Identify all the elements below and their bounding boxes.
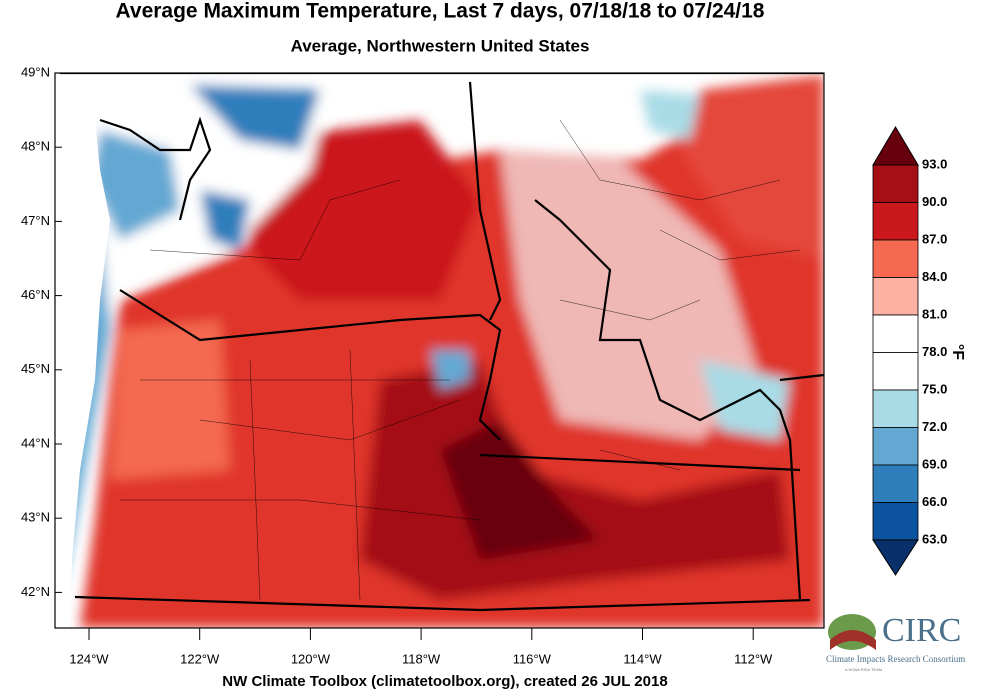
logo: CIRC Climate Impacts Research Consortium… [826,612,965,672]
map-frame [54,72,825,629]
lon-label: 122°W [180,651,220,666]
colorbar-label: 87.0 [922,231,947,246]
colorbar-lower-triangle [872,539,919,576]
colorbar-label: 66.0 [922,494,947,509]
map-raster [55,73,824,628]
colorbar-label: 84.0 [922,269,947,284]
colorbar-unit: °F [949,344,966,360]
colorbar-band [872,427,919,466]
lat-label: 43°N [21,510,50,525]
colorbar-band [872,314,919,353]
subtitle: Average, Northwestern United States [291,36,590,55]
colorbar-band [872,239,919,278]
logo-subtag: A NOAA RISA TEAM [845,667,882,672]
lon-label: 120°W [291,651,331,666]
colorbar-label: 72.0 [922,419,947,434]
lat-label: 44°N [21,435,50,450]
lon-label: 112°W [734,651,773,666]
logo-name: CIRC [882,612,961,649]
logo-icon-stripe [830,630,876,650]
colorbar-label: 90.0 [922,194,947,209]
lat-label: 48°N [21,139,50,154]
colorbar-upper-triangle [872,126,919,166]
logo-tagline: Climate Impacts Research Consortium [826,654,965,664]
colorbar-label: 75.0 [922,381,947,396]
lat-label: 47°N [21,213,50,228]
colorbar-label: 81.0 [922,306,947,321]
colorbar-label: 69.0 [922,456,947,471]
colorbar-band [872,502,919,541]
colorbar-band [872,164,919,203]
lat-label: 42°N [21,584,50,599]
lon-label: 124°W [69,651,109,666]
title: Average Maximum Temperature, Last 7 days… [116,0,765,23]
lon-label: 114°W [623,651,662,666]
lon-label: 118°W [402,651,441,666]
colorbar-band [872,464,919,503]
lat-label: 49°N [21,64,50,79]
colorbar-band [872,352,919,391]
lon-label: 116°W [513,651,552,666]
colorbar-band [872,277,919,316]
lat-label: 46°N [21,287,50,302]
lat-label: 45°N [21,361,50,376]
colorbar-label: 93.0 [922,156,947,171]
colorbar-label: 63.0 [922,531,947,546]
colorbar-band [872,202,919,241]
footer: NW Climate Toolbox (climatetoolbox.org),… [222,673,667,690]
colorbar-band [872,389,919,428]
colorbar-label: 78.0 [922,344,947,359]
